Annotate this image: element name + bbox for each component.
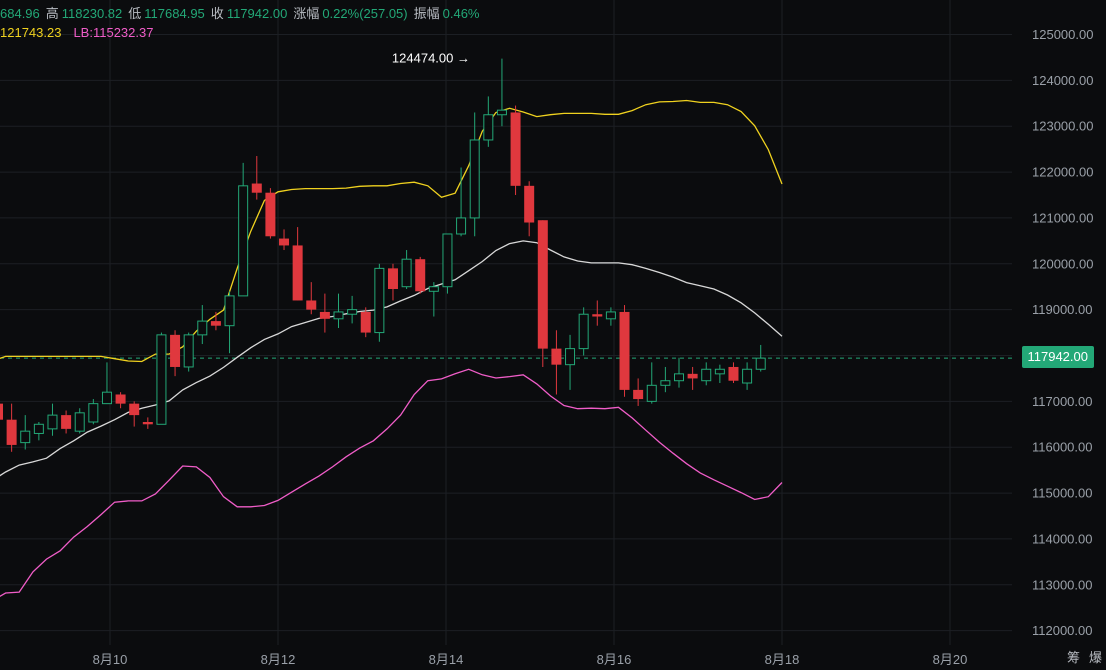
x-tick-label: 8月18 — [765, 652, 800, 667]
y-tick-label: 121000.00 — [1032, 210, 1093, 225]
candle-body — [129, 403, 140, 416]
y-tick-label: 114000.00 — [1032, 531, 1093, 546]
x-tick-label: 8月20 — [933, 652, 968, 667]
candle-body — [537, 220, 548, 349]
candle-body — [551, 348, 562, 365]
candle-body — [578, 313, 589, 350]
candle-body — [33, 423, 44, 434]
candle-body — [251, 183, 262, 193]
y-tick-label: 123000.00 — [1032, 119, 1093, 134]
candle-body — [456, 217, 467, 235]
candle-body — [442, 233, 453, 288]
candle-body — [674, 373, 684, 382]
candle-body — [592, 314, 603, 317]
boll-header: 121743.23 LB:115232.37 — [0, 25, 159, 40]
y-tick-label: 115000.00 — [1032, 486, 1093, 501]
candle-body — [238, 185, 249, 297]
y-tick-label: 125000.00 — [1032, 27, 1093, 42]
candle-body — [88, 403, 99, 423]
candle-body — [469, 139, 480, 219]
candle-body — [401, 258, 412, 288]
x-tick-label: 8月10 — [93, 652, 128, 667]
y-tick-label: 117000.00 — [1032, 394, 1093, 409]
y-tick-label: 116000.00 — [1032, 440, 1093, 455]
low-value: 117684.95 — [144, 6, 205, 21]
candle-body — [197, 320, 208, 336]
lower-band-line — [0, 368, 783, 597]
y-tick-label: 113000.00 — [1032, 577, 1093, 592]
amplitude-value: 0.46% — [442, 6, 480, 21]
candle-body — [101, 391, 112, 405]
candle-body — [265, 192, 276, 237]
x-tick-label: 8月12 — [261, 652, 296, 667]
candle-body — [47, 414, 58, 430]
amplitude-label: 振幅 — [413, 6, 440, 21]
open-value: 684.96 — [0, 6, 40, 21]
liquidation-button[interactable]: 爆 — [1088, 650, 1102, 665]
candle-body — [115, 394, 126, 404]
candle-body — [510, 112, 521, 186]
candle-body — [755, 357, 766, 370]
candle-body — [210, 321, 221, 326]
candle-body — [428, 286, 439, 292]
upper-band-value: 121743.23 — [0, 25, 62, 40]
candle-body — [333, 311, 344, 320]
candle-body — [183, 334, 194, 368]
close-label: 收 — [210, 6, 224, 21]
candle-body — [646, 384, 657, 402]
candle-body — [633, 389, 644, 400]
candle-body — [524, 185, 535, 223]
candle-body — [714, 368, 725, 375]
chips-button[interactable]: 筹 — [1066, 650, 1080, 665]
x-tick-label: 8月16 — [597, 652, 632, 667]
candle-body — [605, 311, 616, 320]
candle-body — [0, 403, 3, 420]
candle-body — [74, 412, 85, 432]
candle-body — [619, 311, 630, 390]
candle-body — [20, 430, 31, 444]
high-label: 高 — [45, 6, 59, 21]
y-tick-label: 124000.00 — [1032, 73, 1093, 88]
candle-body — [156, 334, 167, 425]
candle-body — [565, 348, 576, 366]
candle-body — [660, 380, 671, 386]
candle-body — [374, 267, 385, 334]
change-value: 0.22%(257.05) — [322, 6, 408, 21]
low-label: 低 — [128, 6, 142, 21]
high-value: 118230.82 — [61, 6, 123, 21]
upper-band-line — [0, 99, 783, 363]
y-tick-label: 119000.00 — [1032, 302, 1093, 317]
candle-body — [701, 368, 712, 382]
lower-band-value: LB:115232.37 — [73, 25, 154, 40]
last-price-tag: 117942.00 — [1021, 346, 1094, 368]
ohlc-header: 684.96 高 118230.82 低 117684.95 收 117942.00 涨幅 0.… — [0, 3, 486, 22]
candle-body — [347, 309, 358, 315]
candle-body — [279, 238, 290, 246]
close-value: 117942.00 — [226, 6, 288, 21]
y-tick-label: 122000.00 — [1032, 165, 1093, 180]
candle-body — [170, 334, 181, 367]
y-tick-label: 112000.00 — [1032, 623, 1093, 638]
max-price-annotation: 124474.00 → — [392, 51, 470, 66]
candle-body — [496, 109, 507, 116]
change-label: 涨幅 — [293, 6, 320, 21]
candle-body — [728, 366, 739, 381]
candle-body — [483, 114, 494, 141]
candle-body — [387, 268, 398, 290]
candle-body — [415, 259, 426, 292]
candle-body — [61, 415, 72, 429]
candle-body — [319, 311, 330, 319]
candle-body — [742, 368, 753, 384]
candle-body — [360, 311, 371, 333]
y-tick-label: 120000.00 — [1032, 256, 1093, 271]
candle-body — [6, 419, 17, 445]
candle-body — [687, 373, 698, 379]
candle-body — [306, 300, 317, 310]
candle-body — [142, 421, 153, 425]
candle-body — [224, 295, 235, 327]
middle-band-line — [0, 240, 783, 477]
candle-body — [292, 245, 303, 301]
x-tick-label: 8月14 — [429, 652, 464, 667]
